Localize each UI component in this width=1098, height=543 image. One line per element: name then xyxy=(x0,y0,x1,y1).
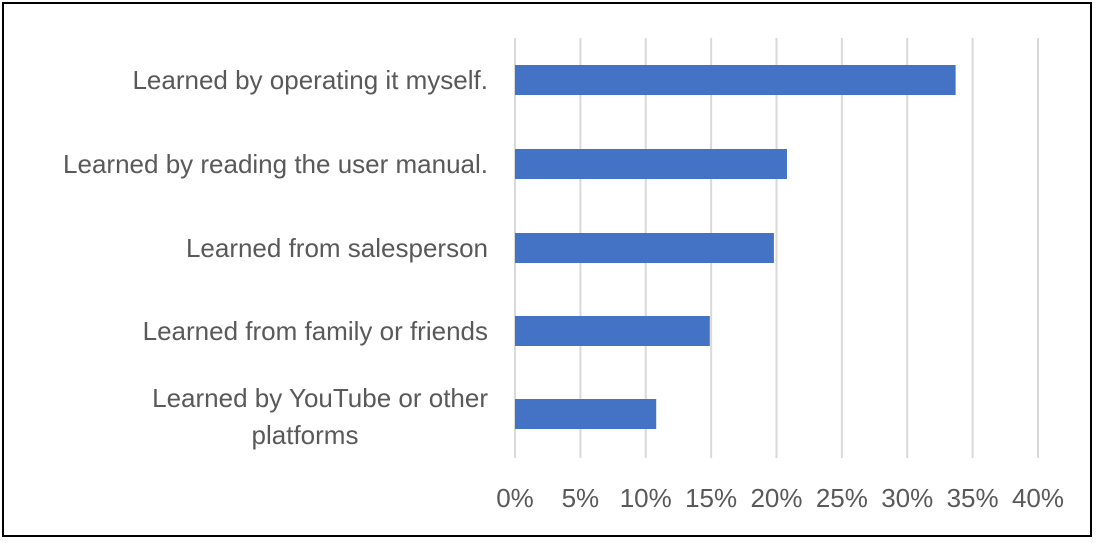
x-tick-label: 15% xyxy=(685,483,737,513)
x-tick-label: 35% xyxy=(947,483,999,513)
x-tick-label: 0% xyxy=(496,483,534,513)
x-tick-label: 20% xyxy=(750,483,802,513)
category-label: Learned by reading the user manual. xyxy=(63,149,488,179)
bar-5 xyxy=(515,399,657,429)
bar-1 xyxy=(515,65,956,95)
x-tick-label: 10% xyxy=(620,483,672,513)
bar-3 xyxy=(515,233,774,263)
x-tick-label: 5% xyxy=(562,483,600,513)
category-label: Learned by YouTube or other xyxy=(152,383,488,413)
x-tick-label: 40% xyxy=(1012,483,1064,513)
bar-4 xyxy=(515,316,710,346)
category-label: Learned by operating it myself. xyxy=(132,65,488,95)
category-label: Learned from salesperson xyxy=(186,233,488,263)
category-label: Learned from family or friends xyxy=(143,316,488,346)
x-tick-label: 25% xyxy=(816,483,868,513)
x-tick-label: 30% xyxy=(881,483,933,513)
category-label-line-2: platforms xyxy=(252,420,359,450)
bar-2 xyxy=(515,149,787,179)
